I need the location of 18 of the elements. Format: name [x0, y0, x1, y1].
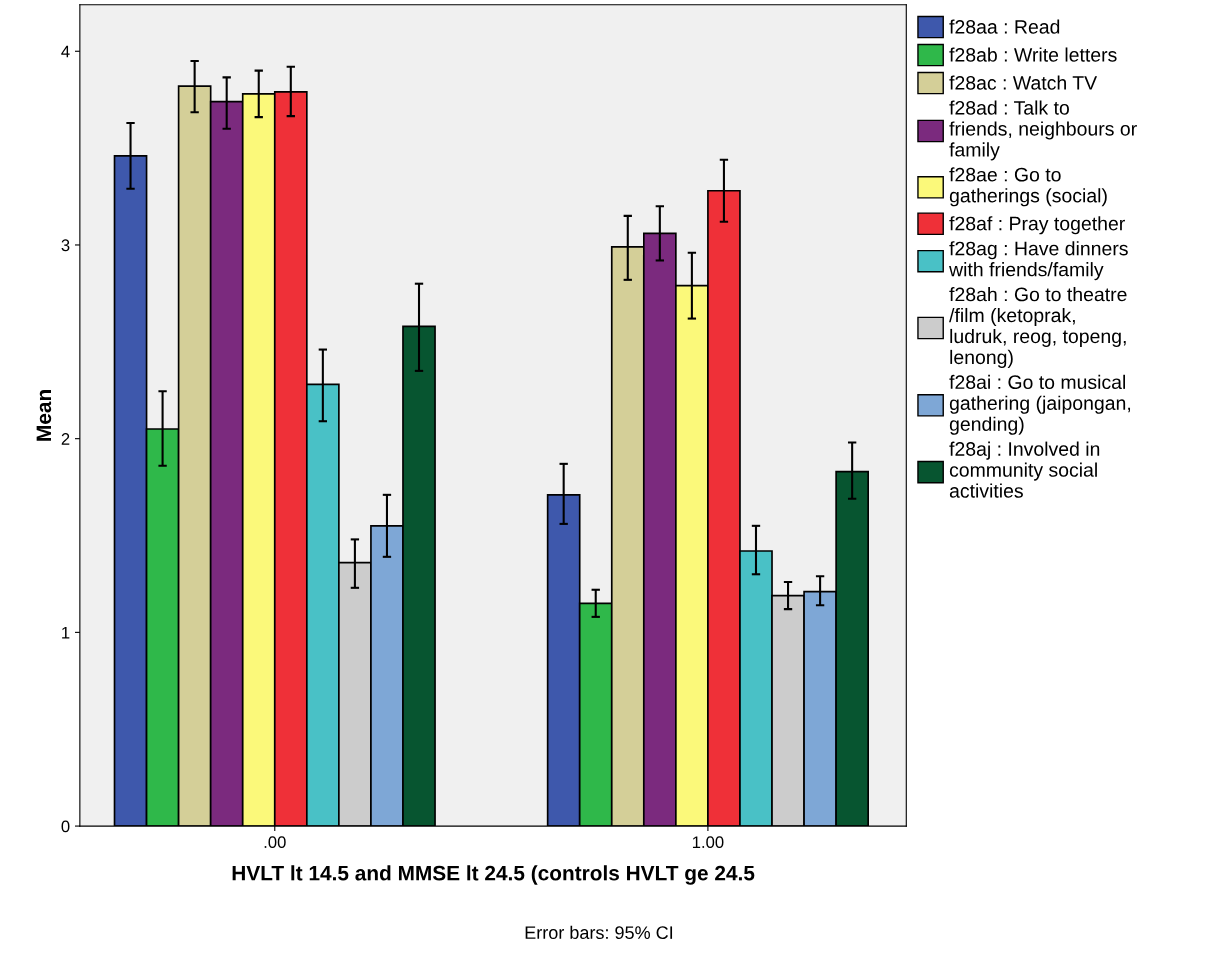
legend-label: f28ac : Watch TV	[949, 75, 1098, 90]
legend-label: f28aa : Read	[949, 19, 1060, 34]
legend-label: f28ai : Go to musical gathering (jaipongan, gending)	[949, 374, 1131, 435]
y-axis-title: Mean	[36, 390, 52, 441]
legend-label: f28af : Pray together	[949, 216, 1125, 235]
x-tick-label: 1.00	[692, 836, 724, 849]
y-tick-label: 1	[62, 626, 70, 639]
x-tick-label: .00	[264, 836, 286, 849]
y-tick-label: 0	[61, 820, 70, 833]
legend-label: f28ah : Go to theatre /film (ketoprak, ludruk, reog, topeng, lenong)	[949, 287, 1127, 368]
legend-label: f28ab : Write letters	[949, 47, 1117, 62]
x-axis-title: HVLT lt 14.5 and MMSE lt 24.5 (controls HVLT ge 24.5	[232, 865, 755, 885]
y-tick-label: 4	[61, 45, 70, 58]
legend-label: f28ae : Go to gatherings (social)	[949, 167, 1107, 207]
y-tick-label: 3	[61, 239, 70, 252]
legend-label: f28aj : Involved in community social activities	[949, 441, 1100, 498]
y-tick-label: 2	[61, 433, 70, 445]
text: Error bars: 95% CI	[525, 925, 673, 940]
